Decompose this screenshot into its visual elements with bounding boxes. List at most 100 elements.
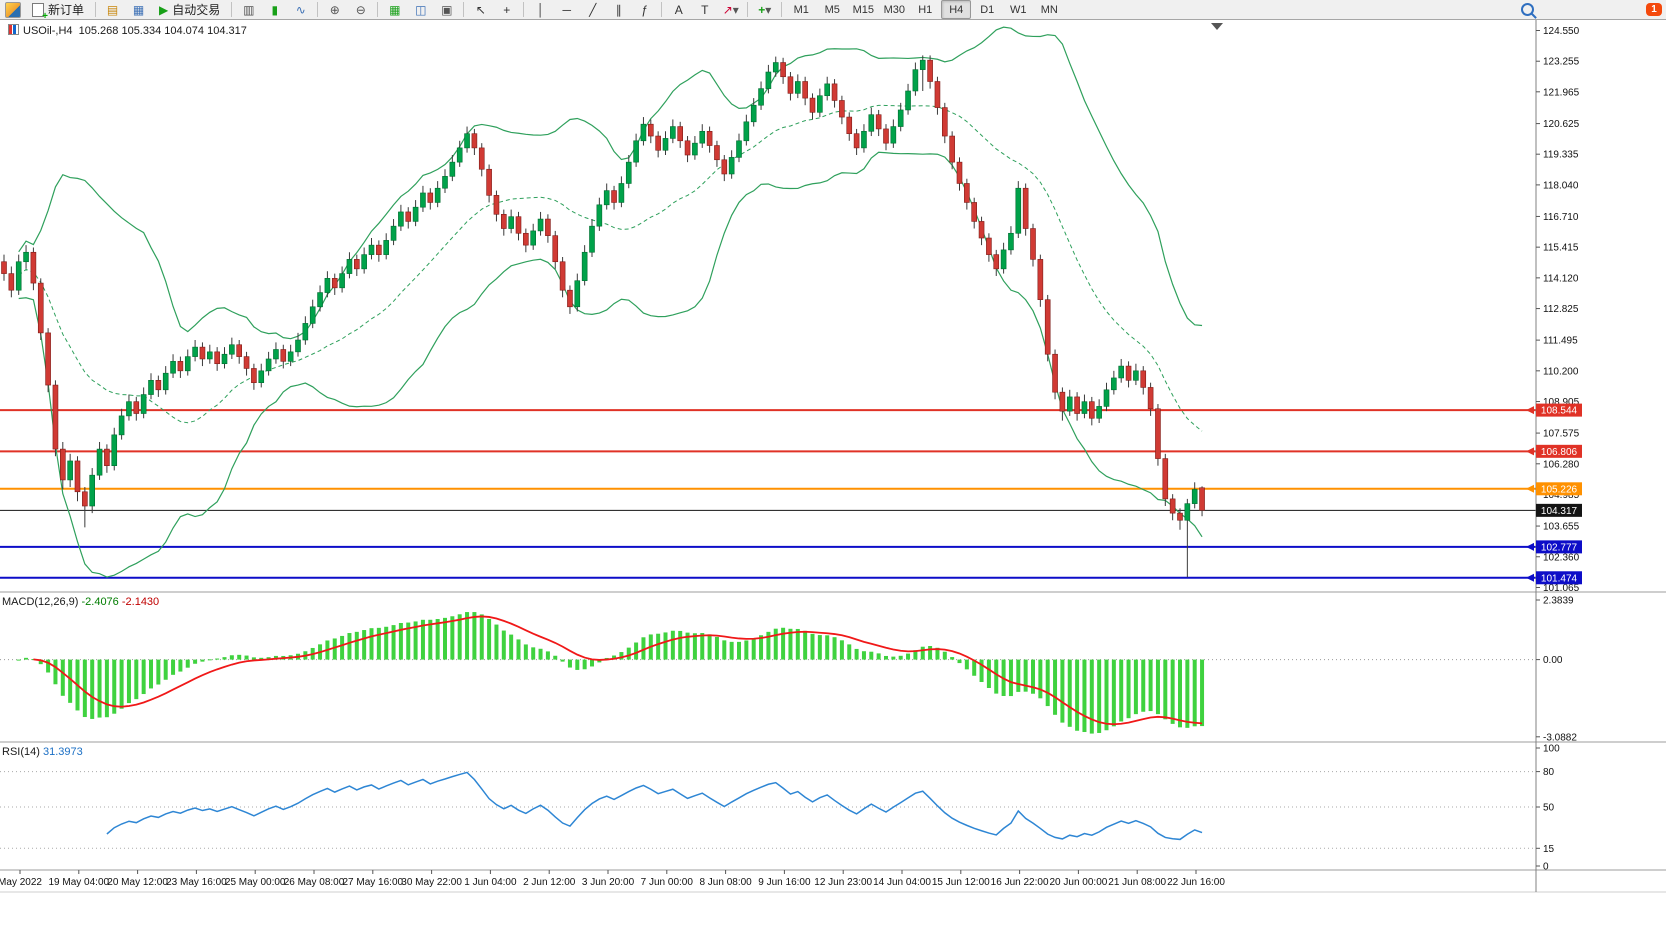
rsi-line bbox=[106, 771, 1203, 841]
price-axis-label: 114.120 bbox=[1543, 273, 1579, 284]
trendline-button[interactable]: ╱ bbox=[580, 0, 605, 19]
timeframe-mn-button[interactable]: MN bbox=[1040, 3, 1058, 16]
svg-text:102.777: 102.777 bbox=[1541, 542, 1578, 553]
new-order-button[interactable]: 新订单 bbox=[25, 0, 91, 22]
horizontal-line-button[interactable]: ─ bbox=[554, 0, 579, 19]
tile-windows-button[interactable]: ◫ bbox=[408, 0, 433, 19]
indicators-button[interactable]: + ▾ bbox=[752, 0, 777, 19]
time-axis-label: 20 Jun 00:00 bbox=[1049, 877, 1107, 888]
market-watch-icon: ▤ bbox=[106, 2, 119, 17]
price-axis-label: 107.575 bbox=[1543, 429, 1580, 440]
chevron-down-icon: ▾ bbox=[765, 2, 772, 17]
zoom-in-button[interactable]: ⊕ bbox=[322, 0, 347, 19]
level-arrow-icon bbox=[1526, 573, 1534, 582]
time-axis-label: 25 May 00:00 bbox=[225, 877, 286, 888]
macd-axis-label: -3.0882 bbox=[1543, 732, 1577, 743]
timeframe-m1-button[interactable]: M1 bbox=[793, 3, 809, 16]
cascade-windows-icon: ▣ bbox=[441, 2, 453, 17]
macd-signal-value: -2.1430 bbox=[121, 596, 160, 608]
time-axis-label: 30 May 22:00 bbox=[401, 877, 462, 888]
macd-axis-label: 2.3839 bbox=[1543, 596, 1574, 607]
rsi-value: 31.3973 bbox=[42, 746, 83, 758]
label-tool-icon: T bbox=[701, 2, 709, 17]
search-button[interactable] bbox=[1515, 0, 1540, 19]
level-lines-layer[interactable] bbox=[0, 409, 1536, 579]
ohlc-values: 105.268 105.334 104.074 104.317 bbox=[78, 25, 247, 37]
timeframe-m30-button[interactable]: M30 bbox=[883, 3, 905, 16]
price-axis-label: 120.625 bbox=[1543, 119, 1580, 130]
time-axis-label: 21 Jun 08:00 bbox=[1108, 877, 1166, 888]
trendline-icon: ╱ bbox=[589, 2, 597, 17]
price-axis-label: 115.415 bbox=[1543, 243, 1579, 254]
price-axis-label: 123.255 bbox=[1543, 57, 1580, 68]
level-arrow-icon bbox=[1526, 447, 1534, 456]
bollinger-bands bbox=[18, 26, 1203, 578]
channel-button[interactable]: ∥ bbox=[606, 0, 631, 19]
arrows-tool-icon: ↗ bbox=[722, 2, 733, 17]
rsi-axis-label: 15 bbox=[1543, 844, 1555, 855]
toolbar-separator bbox=[661, 2, 663, 17]
time-axis-label: 8 Jun 08:00 bbox=[699, 877, 752, 888]
rsi-axis-label: 50 bbox=[1543, 803, 1555, 814]
text-tool-button[interactable]: A bbox=[666, 0, 691, 19]
line-chart-icon: ∿ bbox=[295, 2, 306, 17]
time-axis-label: 2 Jun 12:00 bbox=[523, 877, 576, 888]
fibonacci-icon: ƒ bbox=[641, 2, 649, 17]
timeframe-m15-button[interactable]: M15 bbox=[852, 3, 874, 16]
time-axis-label: 16 Jun 22:00 bbox=[991, 877, 1049, 888]
macd-histogram bbox=[16, 612, 1205, 734]
bottom-spacer bbox=[0, 892, 1666, 940]
auto-trading-button[interactable]: ▶ 自动交易 bbox=[152, 0, 227, 19]
rsi-name: RSI(14) bbox=[2, 746, 40, 758]
line-chart-button[interactable]: ∿ bbox=[288, 0, 313, 19]
price-badge bbox=[1536, 540, 1582, 554]
price-badge bbox=[1536, 444, 1582, 458]
price-axis[interactable] bbox=[1536, 20, 1666, 892]
market-watch-button[interactable]: ▤ bbox=[100, 0, 125, 19]
crosshair-button[interactable]: + bbox=[494, 0, 519, 19]
timeframe-h1-button[interactable]: H1 bbox=[918, 3, 933, 16]
horizontal-line-icon: ─ bbox=[562, 2, 572, 17]
cascade-windows-button[interactable]: ▣ bbox=[434, 0, 459, 19]
time-axis-label: 12 Jun 23:00 bbox=[814, 877, 872, 888]
candlestick-chart-button[interactable]: ▮ bbox=[262, 0, 287, 19]
rsi-axis-label: 80 bbox=[1543, 767, 1555, 778]
vertical-line-button[interactable]: │ bbox=[528, 0, 553, 19]
macd-indicator-label: MACD(12,26,9) -2.4076 -2.1430 bbox=[2, 596, 159, 608]
notification-badge[interactable]: 1 bbox=[1646, 3, 1662, 16]
time-axis-label: May 2022 bbox=[0, 877, 42, 888]
arrows-tool-button[interactable]: ↗ ▾ bbox=[718, 0, 743, 19]
timeframe-m5-button[interactable]: M5 bbox=[824, 3, 840, 16]
bar-chart-button[interactable]: ▥ bbox=[236, 0, 261, 19]
zoom-out-button[interactable]: ⊖ bbox=[348, 0, 373, 19]
search-icon bbox=[1521, 3, 1534, 16]
price-badge bbox=[1536, 571, 1582, 585]
time-axis-label: 20 May 12:00 bbox=[107, 877, 168, 888]
time-axis-label: 23 May 16:00 bbox=[166, 877, 227, 888]
time-axis[interactable] bbox=[0, 870, 1536, 892]
timeframe-w1-button[interactable]: W1 bbox=[1010, 3, 1027, 16]
bar-chart-icon: ▥ bbox=[243, 2, 255, 17]
svg-text:108.544: 108.544 bbox=[1541, 406, 1578, 417]
price-axis-label: 108.905 bbox=[1543, 397, 1580, 408]
price-axis-label: 106.280 bbox=[1543, 459, 1580, 470]
macd-value: -2.4076 bbox=[81, 596, 119, 608]
label-tool-button[interactable]: T bbox=[692, 0, 717, 19]
charts-grid-button[interactable]: ▦ bbox=[126, 0, 151, 19]
svg-text:106.806: 106.806 bbox=[1541, 447, 1578, 458]
timeframe-h4-button[interactable]: H4 bbox=[941, 0, 972, 19]
price-axis-label: 104.985 bbox=[1543, 490, 1580, 501]
app-logo-icon bbox=[5, 1, 21, 18]
cursor-button[interactable]: ↖ bbox=[468, 0, 493, 19]
toolbar-separator bbox=[463, 2, 465, 17]
price-badge bbox=[1536, 403, 1582, 417]
rsi-indicator-label: RSI(14) 31.3973 bbox=[2, 746, 83, 758]
fibonacci-button[interactable]: ƒ bbox=[632, 0, 657, 19]
level-arrow-icon bbox=[1526, 542, 1534, 551]
timeframe-d1-button[interactable]: D1 bbox=[980, 3, 995, 16]
new-chart-button[interactable]: ▦ bbox=[382, 0, 407, 19]
toolbar-separator bbox=[781, 2, 783, 17]
level-arrow-icon bbox=[1526, 484, 1534, 493]
